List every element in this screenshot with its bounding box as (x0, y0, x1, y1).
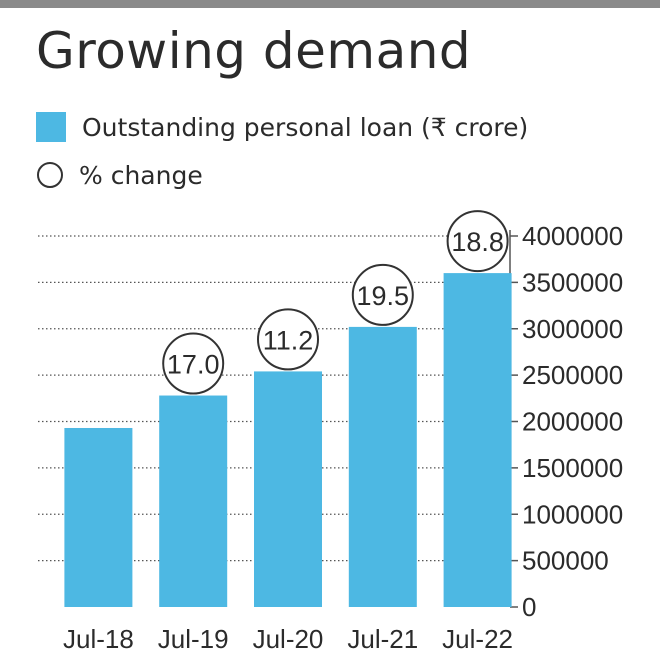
y-tick-label: 4000000 (522, 221, 623, 251)
legend-ring-icon (37, 162, 63, 188)
y-tick-label: 1500000 (522, 453, 623, 483)
legend-series: Outstanding personal loan (₹ crore) (36, 110, 528, 144)
bar (159, 395, 228, 607)
legend-swatch (36, 112, 66, 142)
pct-change-label: 17.0 (167, 350, 220, 380)
bar (64, 427, 133, 607)
bar (254, 371, 322, 607)
pct-change-label: 18.8 (451, 227, 504, 257)
pct-change-ring (257, 308, 319, 371)
x-tick-label: Jul-22 (442, 624, 513, 654)
pct-change-ring (162, 332, 225, 395)
x-tick-label: Jul-20 (253, 624, 324, 654)
legend-change-label: % change (79, 160, 203, 190)
x-tick-label: Jul-21 (347, 624, 418, 654)
pct-change-ring (446, 210, 509, 273)
y-tick-label: 2000000 (522, 407, 623, 437)
y-tick-label: 3500000 (522, 267, 623, 297)
x-tick-label: Jul-19 (158, 624, 229, 654)
y-tick-label: 0 (522, 592, 536, 622)
chart-title: Growing demand (36, 22, 472, 80)
y-tick-label: 2500000 (522, 360, 623, 390)
pct-change-label: 19.5 (357, 281, 410, 311)
legend-series-label: Outstanding personal loan (₹ crore) (82, 112, 529, 142)
legend-change: % change (36, 158, 203, 192)
y-tick-label: 500000 (522, 546, 609, 576)
y-tick-label: 1000000 (522, 499, 623, 529)
y-tick-label: 3000000 (522, 314, 623, 344)
x-tick-label: Jul-18 (63, 624, 134, 654)
bar (348, 326, 417, 607)
top-rule (0, 0, 660, 8)
pct-change-ring (351, 263, 414, 326)
bar (443, 273, 512, 607)
pct-change-label: 11.2 (263, 325, 314, 355)
